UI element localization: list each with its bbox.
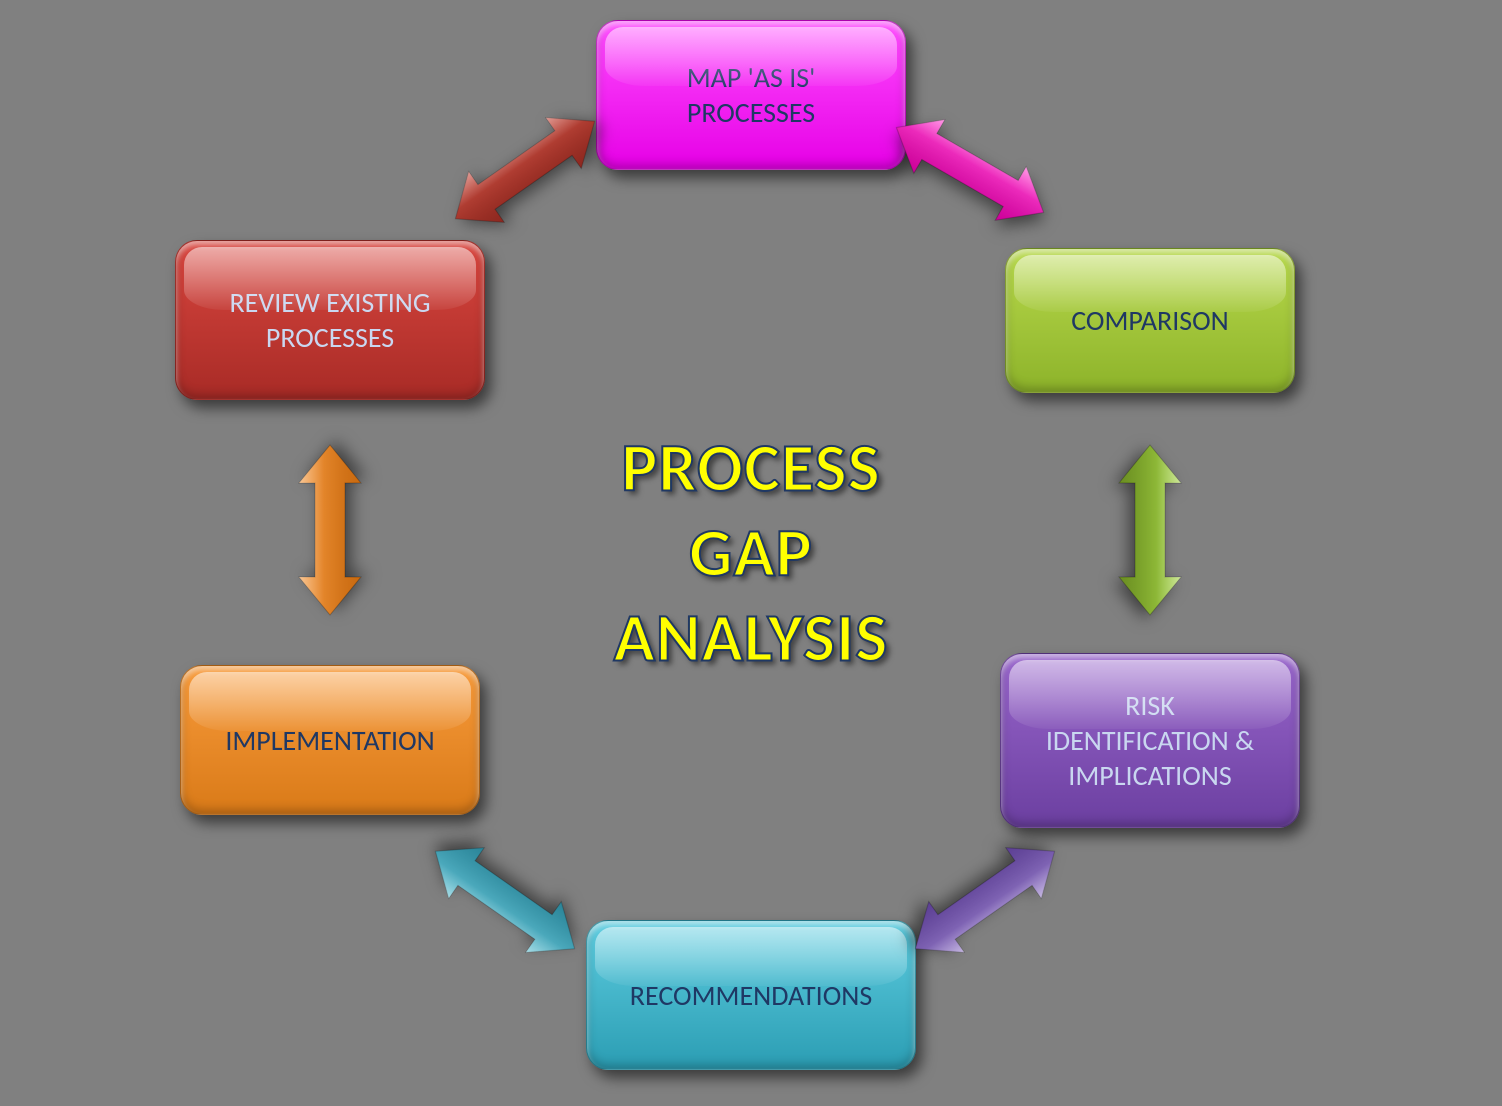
arrow-comp-risk: [1055, 435, 1245, 625]
arrow-impl-review: [235, 435, 425, 625]
node-review: REVIEW EXISTING PROCESSES: [175, 240, 485, 400]
node-map: MAP 'AS IS' PROCESSES: [596, 20, 906, 170]
node-comp: COMPARISON: [1005, 248, 1295, 393]
node-rec: RECOMMENDATIONS: [586, 920, 916, 1070]
cycle-diagram: PROCESSGAPANALYSIS MAP 'AS IS' PROCESSES…: [0, 0, 1502, 1106]
node-impl: IMPLEMENTATION: [180, 665, 480, 815]
center-title: PROCESSGAPANALYSIS: [614, 426, 889, 681]
node-risk: RISK IDENTIFICATION & IMPLICATIONS: [1000, 653, 1300, 828]
